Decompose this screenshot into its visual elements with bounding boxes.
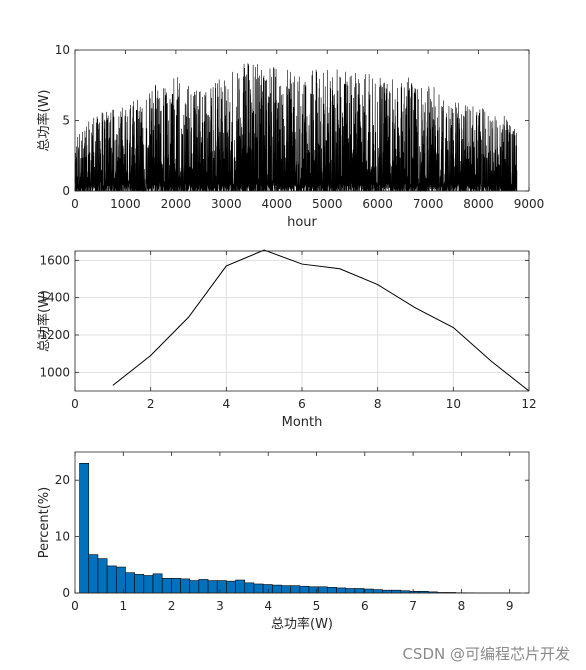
- x-axis-label: Month: [282, 415, 323, 430]
- histogram-bar-12: [189, 580, 200, 594]
- x-tick-label: 1: [119, 599, 127, 613]
- axes-frame: [74, 451, 530, 594]
- y-tick-label: 0: [62, 184, 70, 198]
- series-line-monthly-power: [112, 249, 530, 392]
- histogram-bar-34: [391, 589, 402, 594]
- x-tick-label: 8: [458, 599, 466, 613]
- histogram-bar-19: [253, 583, 264, 594]
- histogram-bar-24: [299, 585, 310, 594]
- y-tick-label: 1600: [39, 253, 70, 267]
- y-tick-label: 20: [55, 473, 70, 487]
- histogram-bar-21: [271, 584, 282, 594]
- x-axis-label: 总功率(W): [271, 616, 333, 632]
- x-tick-label: 12: [521, 397, 536, 411]
- x-tick-label: 3: [216, 599, 224, 613]
- axes-monthly-power: 0 2 4 6 8 10 12 1000 1200 1400 1600 Month 总功率(W): [36, 249, 537, 430]
- x-tick-label: 6: [361, 599, 369, 613]
- y-tick-label: 5: [62, 114, 70, 128]
- x-tick-label: 10: [446, 397, 461, 411]
- x-tick-label: 5: [313, 599, 321, 613]
- y-axis-label: Percent(%): [37, 487, 52, 558]
- histogram-bar-17: [235, 579, 246, 594]
- histogram-bar-30: [354, 588, 365, 594]
- histogram-bar-18: [244, 582, 255, 594]
- histogram-bar-33: [382, 589, 392, 594]
- axes-hourly-power: 0 1000 2000 3000 4000 5000 6000 7000 8000 9000 0 5 1…: [36, 43, 544, 230]
- histogram-bar-1: [88, 554, 99, 594]
- histogram-bar-3: [106, 565, 117, 594]
- x-tick-label: 3000: [211, 197, 242, 211]
- x-tick-label: 9000: [514, 197, 545, 211]
- x-axis-label: hour: [287, 215, 317, 230]
- histogram-bar-2: [97, 558, 108, 594]
- histogram-bar-27: [327, 587, 337, 594]
- histogram-bar-28: [336, 587, 347, 594]
- x-tick-label: 4: [264, 599, 272, 613]
- histogram-bar-20: [262, 584, 273, 594]
- histogram-bar-11: [180, 578, 191, 594]
- x-tick-label: 2: [147, 397, 155, 411]
- histogram-bar-16: [226, 580, 236, 594]
- x-tick-label: 5000: [312, 197, 343, 211]
- histogram-bar-6: [134, 574, 145, 594]
- histogram-bar-32: [372, 589, 383, 594]
- x-tick-label: 2: [168, 599, 176, 613]
- y-axis-label: 总功率(W): [36, 290, 52, 352]
- histogram-bar-0: [79, 462, 90, 594]
- histogram-bar-31: [363, 588, 374, 594]
- histogram-bar-5: [125, 572, 135, 594]
- x-tick-label: 4: [223, 397, 231, 411]
- histogram-bar-29: [345, 588, 356, 594]
- x-tick-label: 8: [374, 397, 382, 411]
- x-tick-label: 6: [298, 397, 306, 411]
- histogram-bar-9: [161, 578, 172, 594]
- y-tick-label: 0: [62, 586, 70, 600]
- x-tick-label: 9: [506, 599, 514, 613]
- x-tick-label: 0: [71, 197, 79, 211]
- x-tick-label: 6000: [362, 197, 393, 211]
- x-tick-label: 7000: [413, 197, 444, 211]
- histogram-bar-4: [115, 566, 126, 594]
- histogram-bar-7: [143, 575, 154, 594]
- histogram-bar-23: [290, 585, 301, 594]
- y-axis-label: 总功率(W): [36, 90, 52, 152]
- histogram-bar-14: [207, 580, 218, 594]
- histogram-bar-13: [198, 579, 209, 594]
- x-tick-label: 4000: [262, 197, 293, 211]
- x-tick-label: 1000: [110, 197, 141, 211]
- x-tick-label: 7: [409, 599, 417, 613]
- x-tick-label: 8000: [463, 197, 494, 211]
- histogram-bar-22: [281, 585, 291, 594]
- x-tick-label: 2000: [161, 197, 192, 211]
- x-tick-label: 0: [71, 397, 79, 411]
- watermark: CSDN @可编程芯片开发: [402, 645, 570, 663]
- y-tick-label: 10: [55, 530, 70, 544]
- y-tick-label: 1200: [39, 328, 70, 342]
- histogram-bar-10: [171, 578, 181, 594]
- y-tick-label: 1400: [39, 291, 70, 305]
- y-tick-label: 1000: [39, 365, 70, 379]
- series-line-hourly-power: [74, 63, 518, 193]
- axes-power-histogram: 0 1 2 3 4 5 6 7 8 9 0 10 20 总功率(W) Percent(%): [37, 451, 530, 632]
- histogram-bar-15: [216, 580, 227, 594]
- histogram-bar-8: [152, 573, 163, 594]
- x-tick-label: 0: [71, 599, 79, 613]
- histogram-bar-26: [317, 586, 328, 594]
- y-tick-label: 10: [55, 43, 70, 57]
